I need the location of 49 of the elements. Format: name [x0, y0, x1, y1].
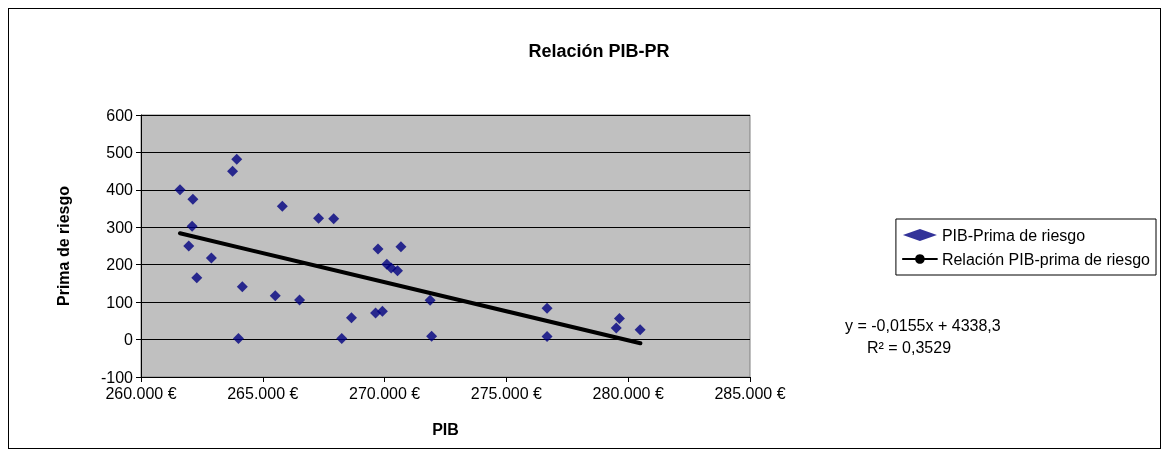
- y-tick-label: 0: [124, 331, 134, 349]
- point: [634, 324, 646, 336]
- x-tick-label: 280.000 €: [592, 384, 664, 402]
- point: [205, 252, 217, 264]
- point: [269, 290, 281, 302]
- point: [336, 332, 348, 344]
- chart-title: Relación PIB-PR: [528, 41, 670, 61]
- legend-label: PIB-Prima de riesgo: [941, 226, 1086, 244]
- y-tick-label: 600: [106, 106, 134, 124]
- x-tick-label: 260.000 €: [105, 384, 177, 402]
- text: y = -0,0155x + 4338,3: [845, 316, 1001, 334]
- point: [610, 322, 622, 334]
- text: R² = 0,3529: [867, 338, 952, 356]
- x-axis-title: PIB: [432, 420, 459, 438]
- y-tick-label: 100: [106, 293, 134, 311]
- point: [345, 312, 357, 324]
- x-tick-label: 265.000 €: [227, 384, 299, 402]
- x-tick-label: 270.000 €: [349, 384, 421, 402]
- point: [313, 212, 325, 224]
- point: [236, 281, 248, 293]
- x-tick-label: 275.000 €: [470, 384, 543, 402]
- point: [328, 213, 340, 225]
- point: [227, 165, 239, 177]
- point: [426, 330, 438, 342]
- y-tick-label: 400: [106, 181, 134, 199]
- point: [183, 240, 195, 252]
- point: [231, 153, 243, 165]
- point: [276, 200, 288, 212]
- point: [191, 272, 203, 284]
- y-tick-label: 500: [106, 143, 134, 161]
- point: [186, 220, 198, 232]
- point: [613, 313, 625, 325]
- legend-label: Relación PIB-prima de riesgo: [941, 250, 1151, 268]
- point: [372, 243, 384, 255]
- point: [232, 332, 244, 344]
- y-tick-label: 200: [106, 256, 134, 274]
- point: [395, 241, 407, 253]
- x-tick-label: 285.000 €: [714, 384, 786, 402]
- point: [174, 184, 186, 196]
- point: [541, 302, 553, 314]
- point: [187, 193, 199, 205]
- point: [424, 294, 436, 306]
- point: [376, 305, 388, 317]
- point: [294, 294, 306, 306]
- y-axis-title: Prima de riesgo: [54, 185, 72, 307]
- point: [541, 331, 553, 343]
- point: [392, 265, 404, 277]
- y-tick-label: -100: [100, 368, 134, 386]
- y-tick-label: 300: [106, 218, 134, 236]
